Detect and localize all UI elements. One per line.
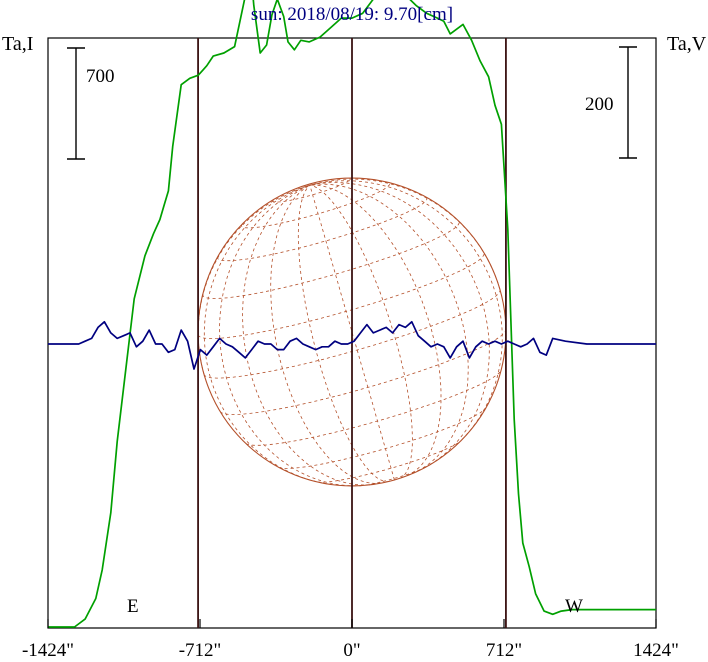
- longitude-line: [203, 184, 328, 485]
- scale-bars: [67, 46, 637, 160]
- latitude-line: [217, 196, 428, 262]
- scale-bar-left-label: 700: [86, 66, 115, 87]
- limb-marker-west: W: [565, 596, 583, 617]
- scale-bar-right-label: 200: [585, 94, 614, 115]
- x-tick-label: 1424": [633, 640, 679, 661]
- series-ta-i-line: [48, 0, 656, 628]
- longitude-line: [309, 180, 503, 449]
- x-axis-ticks: -1424" -712" 0" 712" 1424": [22, 619, 679, 661]
- latitude-line: [241, 182, 391, 229]
- series-lines: [48, 0, 656, 628]
- longitude-line: [270, 184, 382, 484]
- y-axis-label-right: Ta,V: [667, 33, 707, 55]
- x-tick-label: -712": [179, 640, 222, 661]
- latitude-line: [203, 289, 501, 379]
- longitude-line: [309, 184, 413, 479]
- chart-title: sun: 2018/08/19: 9.70[cm]: [251, 4, 453, 25]
- series-ta-v-line: [48, 320, 656, 370]
- latitude-line: [272, 178, 350, 203]
- x-tick-label: 0": [343, 640, 360, 661]
- latitude-line: [197, 252, 485, 339]
- longitude-line: [309, 182, 490, 469]
- latitude-line: [202, 220, 460, 299]
- longitude-line: [242, 184, 376, 486]
- latitude-line: [359, 465, 428, 487]
- longitude-line: [309, 183, 469, 474]
- x-tick-label: -1424": [22, 640, 74, 661]
- longitude-line: [309, 178, 501, 290]
- longitude-line: [219, 184, 363, 487]
- longitude-line: [197, 184, 311, 375]
- longitude-line: [309, 184, 442, 477]
- limb-lines: [197, 38, 507, 628]
- limb-marker-east: E: [127, 596, 139, 617]
- x-tick-label: 712": [486, 640, 522, 661]
- y-axis-label-left: Ta,I: [2, 33, 33, 55]
